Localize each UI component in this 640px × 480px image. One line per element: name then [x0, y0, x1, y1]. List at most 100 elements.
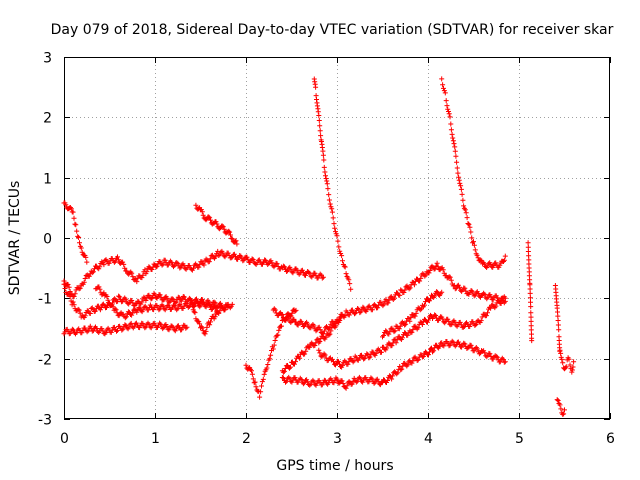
data-point: [439, 289, 445, 295]
data-point: [449, 338, 455, 344]
data-point: [222, 307, 228, 313]
data-point: [156, 307, 162, 313]
data-point: [364, 307, 370, 313]
data-point: [397, 292, 403, 298]
data-point: [200, 328, 206, 334]
data-point: [316, 347, 322, 353]
data-point: [399, 335, 405, 341]
data-point: [72, 291, 78, 297]
series-track-p: [525, 240, 535, 344]
data-point: [415, 357, 421, 363]
data-point: [89, 270, 95, 276]
data-point: [97, 307, 103, 313]
data-point: [561, 411, 567, 417]
data-point: [240, 258, 246, 264]
data-point: [99, 259, 105, 265]
data-point: [332, 225, 338, 231]
data-point: [346, 359, 352, 365]
series-track-k: [311, 76, 354, 292]
data-point: [288, 266, 294, 272]
data-point: [352, 311, 357, 317]
data-point: [497, 262, 503, 268]
data-point: [369, 376, 375, 382]
data-point: [251, 380, 257, 386]
data-point: [153, 264, 159, 270]
data-point: [494, 295, 500, 301]
data-point: [385, 300, 391, 306]
data-point: [195, 300, 201, 306]
data-point: [318, 133, 324, 139]
data-point: [227, 229, 233, 235]
data-point: [137, 305, 143, 311]
data-point: [131, 323, 137, 329]
data-point: [300, 269, 306, 275]
data-point: [403, 321, 409, 327]
data-point: [271, 342, 277, 348]
data-point: [172, 262, 178, 268]
data-point: [355, 357, 361, 363]
data-point: [342, 264, 348, 270]
data-point: [298, 319, 304, 325]
data-point: [437, 343, 443, 349]
data-point: [324, 181, 330, 187]
data-point: [315, 275, 321, 281]
data-point: [134, 309, 140, 315]
data-point: [130, 310, 136, 316]
data-point: [300, 381, 306, 387]
data-point: [193, 202, 199, 208]
data-point: [432, 293, 438, 299]
data-point: [81, 279, 87, 285]
data-point: [200, 212, 206, 218]
x-tick-label: 2: [242, 431, 251, 447]
data-point: [316, 118, 322, 123]
data-point: [360, 304, 366, 310]
data-point: [323, 176, 329, 181]
data-point: [336, 317, 342, 323]
data-point: [112, 306, 118, 312]
data-point: [326, 380, 332, 386]
data-point: [158, 321, 164, 327]
data-point: [379, 349, 384, 355]
data-point: [314, 337, 320, 343]
data-point: [488, 294, 494, 300]
data-point: [77, 285, 83, 291]
data-point: [415, 325, 421, 331]
data-point: [357, 310, 363, 316]
data-point: [173, 326, 179, 332]
data-point: [402, 287, 408, 293]
data-point: [140, 321, 146, 327]
data-point: [317, 128, 323, 134]
data-point: [260, 376, 266, 382]
data-point: [449, 131, 455, 137]
data-point: [322, 169, 328, 175]
data-point: [447, 114, 453, 120]
data-point: [450, 339, 456, 345]
data-point: [265, 262, 271, 267]
data-point: [471, 239, 476, 245]
data-point: [121, 261, 127, 267]
data-point: [472, 247, 478, 253]
data-point: [212, 300, 218, 306]
data-point: [160, 261, 166, 267]
data-point: [194, 299, 200, 305]
series-track-g: [188, 298, 222, 337]
data-point: [354, 378, 360, 384]
y-tick-label: 3: [43, 51, 52, 67]
data-point: [402, 330, 408, 336]
data-point: [105, 297, 111, 303]
data-point: [473, 322, 479, 327]
data-point: [203, 217, 209, 223]
data-point: [372, 379, 378, 385]
data-point: [326, 197, 332, 203]
data-point: [181, 294, 187, 300]
data-point: [249, 371, 255, 377]
data-point: [478, 318, 484, 324]
data-point: [276, 327, 282, 333]
data-point: [160, 326, 166, 332]
data-point: [431, 348, 437, 354]
data-point: [366, 379, 372, 385]
data-point: [527, 295, 533, 301]
data-point: [157, 292, 163, 298]
data-point: [143, 324, 149, 330]
data-point: [558, 350, 564, 356]
